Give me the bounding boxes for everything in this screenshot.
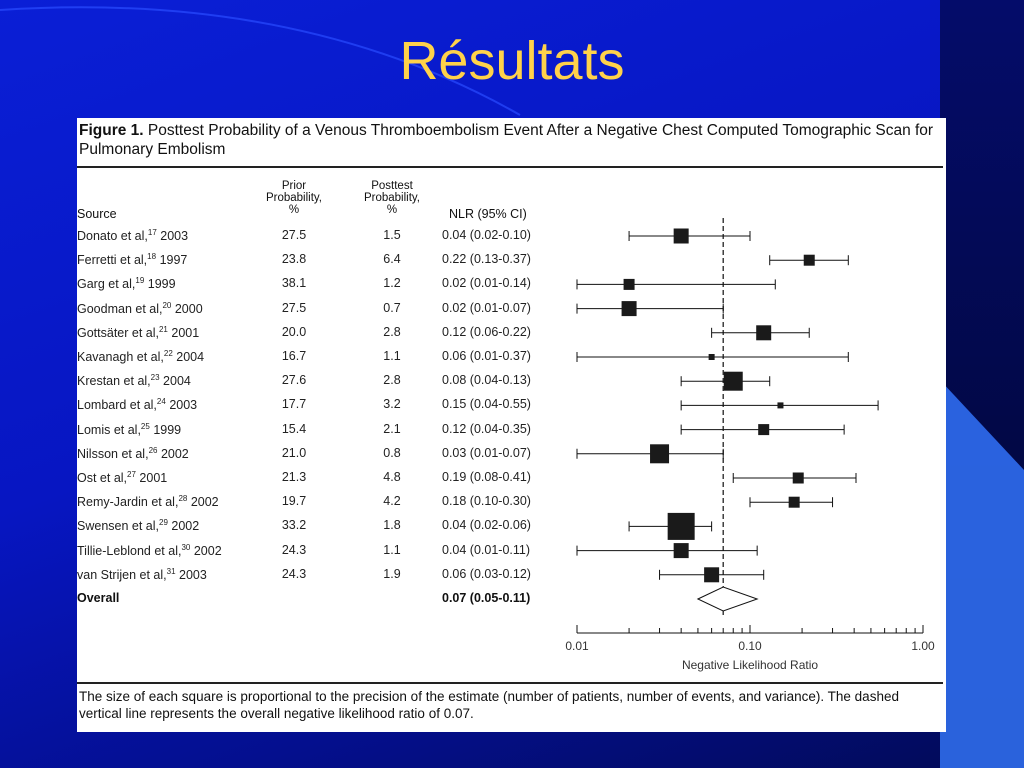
study-nlr: 0.06 (0.01-0.37) <box>442 349 531 363</box>
study-prior: 20.0 <box>281 324 307 339</box>
study-prior: 16.7 <box>281 349 307 363</box>
figure-heading: Figure 1. Posttest Probability of a Veno… <box>79 121 939 159</box>
study-nlr: 0.02 (0.01-0.07) <box>442 300 531 315</box>
study-posttest: 2.8 <box>383 324 401 339</box>
overall-diamond <box>696 586 759 612</box>
study-posttest: 4.8 <box>383 470 401 484</box>
study-source: Nilsson et al,26 2002 <box>77 445 189 461</box>
study-source: Swensen et al,29 2002 <box>77 518 200 534</box>
study-nlr: 0.08 (0.04-0.13) <box>442 373 531 388</box>
study-posttest: 1.5 <box>383 228 401 242</box>
x-tick-label: 1.00 <box>911 639 935 653</box>
study-posttest: 1.8 <box>383 518 401 533</box>
study-prior: 24.3 <box>281 566 307 581</box>
study-nlr: 0.22 (0.13-0.37) <box>442 252 531 267</box>
estimate-square <box>758 424 770 436</box>
study-posttest: 6.4 <box>383 252 401 267</box>
study-source: Remy-Jardin et al,28 2002 <box>77 494 219 510</box>
header-nlr: NLR (95% CI) <box>449 207 527 221</box>
slide-title: Résultats <box>399 31 625 91</box>
study-source: Garg et al,19 1999 <box>77 276 176 292</box>
x-tick-label: 0.10 <box>738 639 762 653</box>
estimate-square <box>723 371 743 391</box>
study-source: Goodman et al,20 2000 <box>77 300 203 316</box>
study-prior: 17.7 <box>281 397 307 412</box>
study-posttest: 1.1 <box>383 349 401 363</box>
study-nlr: 0.02 (0.01-0.14) <box>442 276 531 291</box>
header-posttest: Posttest Probability, % <box>363 180 421 216</box>
study-source: Ferretti et al,18 1997 <box>77 252 188 268</box>
x-axis-label: Negative Likelihood Ratio <box>682 658 818 672</box>
study-source: Donato et al,17 2003 <box>77 228 189 244</box>
study-posttest: 2.1 <box>383 421 401 436</box>
study-source: Ost et al,27 2001 <box>77 470 168 486</box>
estimate-square <box>673 543 689 559</box>
study-posttest: 3.2 <box>383 397 401 412</box>
study-source: van Strijen et al,31 2003 <box>77 566 207 582</box>
study-posttest: 1.9 <box>383 566 401 581</box>
overall-label: Overall <box>77 591 120 605</box>
estimate-square <box>673 228 689 244</box>
study-source: Krestan et al,23 2004 <box>77 373 191 389</box>
estimate-square <box>803 254 815 266</box>
study-prior: 23.8 <box>281 252 307 267</box>
study-nlr: 0.12 (0.04-0.35) <box>442 421 531 436</box>
top-rule <box>77 166 943 168</box>
study-posttest: 1.2 <box>383 276 401 291</box>
study-nlr: 0.19 (0.08-0.41) <box>442 470 531 484</box>
study-nlr: 0.04 (0.02-0.10) <box>442 228 531 242</box>
estimate-square <box>704 567 720 583</box>
estimate-square <box>650 444 670 464</box>
study-prior: 21.0 <box>281 445 307 460</box>
x-tick-label: 0.01 <box>565 639 589 653</box>
study-source: Kavanagh et al,22 2004 <box>77 349 205 365</box>
study-source: Tillie-Leblond et al,30 2002 <box>77 542 222 558</box>
study-prior: 19.7 <box>281 494 307 509</box>
study-source: Gottsäter et al,21 2001 <box>77 324 200 340</box>
study-prior: 38.1 <box>281 276 307 291</box>
study-nlr: 0.04 (0.01-0.11) <box>442 542 531 557</box>
study-prior: 21.3 <box>281 470 307 484</box>
figure-label: Figure 1. <box>79 122 144 139</box>
study-nlr: 0.18 (0.10-0.30) <box>442 494 531 509</box>
estimate-square <box>792 472 804 484</box>
study-prior: 27.6 <box>281 373 307 388</box>
study-prior: 27.5 <box>281 300 307 315</box>
estimate-square <box>788 496 800 508</box>
bottom-rule <box>77 682 943 684</box>
estimate-square <box>708 354 715 360</box>
figure-caption: The size of each square is proportional … <box>79 689 899 721</box>
study-posttest: 2.8 <box>383 373 401 388</box>
study-nlr: 0.15 (0.04-0.55) <box>442 397 531 412</box>
study-posttest: 0.8 <box>383 445 401 460</box>
study-prior: 33.2 <box>281 518 307 533</box>
figure-title: Posttest Probability of a Venous Thrombo… <box>79 122 934 158</box>
study-nlr: 0.04 (0.02-0.06) <box>442 518 531 533</box>
estimate-square <box>623 278 635 290</box>
study-posttest: 1.1 <box>383 542 401 557</box>
study-source: Lomis et al,25 1999 <box>77 421 182 437</box>
figure-panel: Figure 1. Posttest Probability of a Veno… <box>77 118 946 732</box>
header-prior: Prior Probability, % <box>265 180 323 216</box>
study-prior: 24.3 <box>281 542 307 557</box>
study-nlr: 0.12 (0.06-0.22) <box>442 324 531 339</box>
study-prior: 27.5 <box>281 228 307 242</box>
study-nlr: 0.03 (0.01-0.07) <box>442 445 531 460</box>
estimate-square <box>621 301 637 317</box>
estimate-square <box>777 402 784 409</box>
study-prior: 15.4 <box>281 421 307 436</box>
header-source: Source <box>77 207 117 221</box>
estimate-square <box>667 512 695 540</box>
overall-nlr: 0.07 (0.05-0.11) <box>442 591 531 605</box>
study-source: Lombard et al,24 2003 <box>77 397 198 413</box>
study-posttest: 0.7 <box>383 300 401 315</box>
estimate-square <box>756 325 772 341</box>
study-posttest: 4.2 <box>383 494 401 509</box>
study-nlr: 0.06 (0.03-0.12) <box>442 566 531 581</box>
forest-plot: 0.01 0.10 1.00 Negative Likelihood Ratio <box>565 218 935 672</box>
